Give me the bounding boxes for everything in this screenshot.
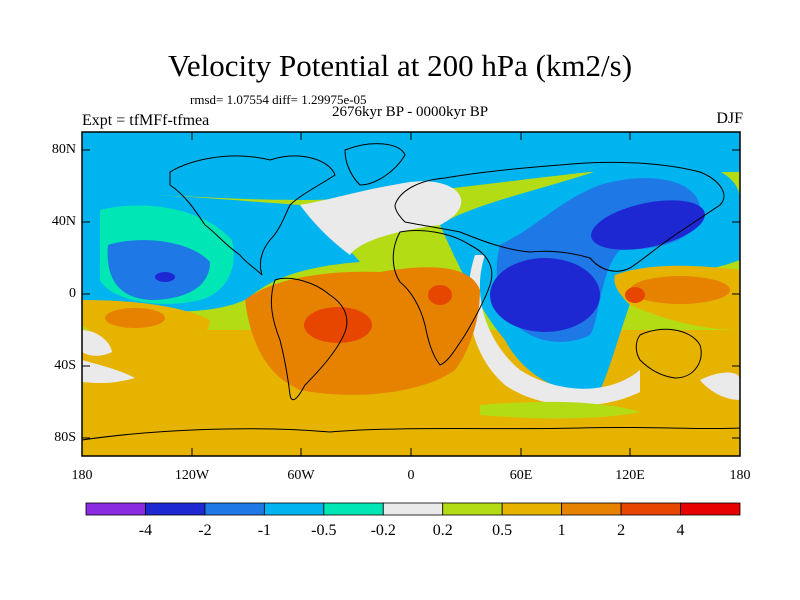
lon-label-180w: 180 <box>71 468 93 483</box>
colorbar-label-1: -2 <box>198 522 212 539</box>
axis-ticks <box>82 132 740 456</box>
lat-label-0: 0 <box>69 286 76 301</box>
plot-title: Velocity Potential at 200 hPa (km2/s) <box>167 48 633 83</box>
colorbar-swatch-6 <box>442 502 503 516</box>
colorbar <box>85 502 741 516</box>
experiment-label: Expt = tfMFf-tfmea <box>82 112 210 129</box>
colorbar-swatch-4 <box>323 502 384 516</box>
lon-label-120e: 120E <box>615 468 645 483</box>
colorbar-label-7: 1 <box>557 522 566 539</box>
colorbar-label-5: 0.2 <box>432 522 453 539</box>
colorbar-label-0: -4 <box>138 522 153 539</box>
colorbar-label-9: 4 <box>676 522 685 539</box>
colorbar-swatch-8 <box>561 502 622 516</box>
lat-label-80s: 80S <box>54 430 76 445</box>
coastlines <box>82 143 740 441</box>
lon-label-0: 0 <box>407 468 415 483</box>
colorbar-label-8: 2 <box>617 522 626 539</box>
period-subtitle: 2676kyr BP - 0000kyr BP <box>331 104 489 120</box>
colorbar-swatch-3 <box>263 502 325 516</box>
colorbar-swatch-9 <box>620 502 681 516</box>
colorbar-label-3: -0.5 <box>311 522 337 539</box>
colorbar-swatch-1 <box>145 502 206 516</box>
lat-label-40s: 40S <box>54 358 76 373</box>
colorbar-label-6: 0.5 <box>492 522 513 539</box>
colorbar-label-2: -1 <box>257 522 272 539</box>
colorbar-label-4: -0.2 <box>370 522 396 539</box>
colorbar-swatch-2 <box>204 502 265 516</box>
lon-label-120w: 120W <box>174 468 210 483</box>
colorbar-swatch-10 <box>680 502 741 516</box>
lat-label-80n: 80N <box>51 142 76 157</box>
lat-label-40n: 40N <box>51 214 76 229</box>
lon-label-60w: 60W <box>287 468 315 483</box>
colorbar-swatch-0 <box>85 502 146 516</box>
colorbar-swatch-5 <box>382 502 444 516</box>
lon-label-60e: 60E <box>509 468 533 483</box>
lon-label-180e: 180 <box>729 468 751 483</box>
stats-line: rmsd= 1.07554 diff= 1.29975e-05 <box>190 92 367 107</box>
season-label: DJF <box>716 110 743 127</box>
colorbar-swatch-7 <box>501 502 563 516</box>
